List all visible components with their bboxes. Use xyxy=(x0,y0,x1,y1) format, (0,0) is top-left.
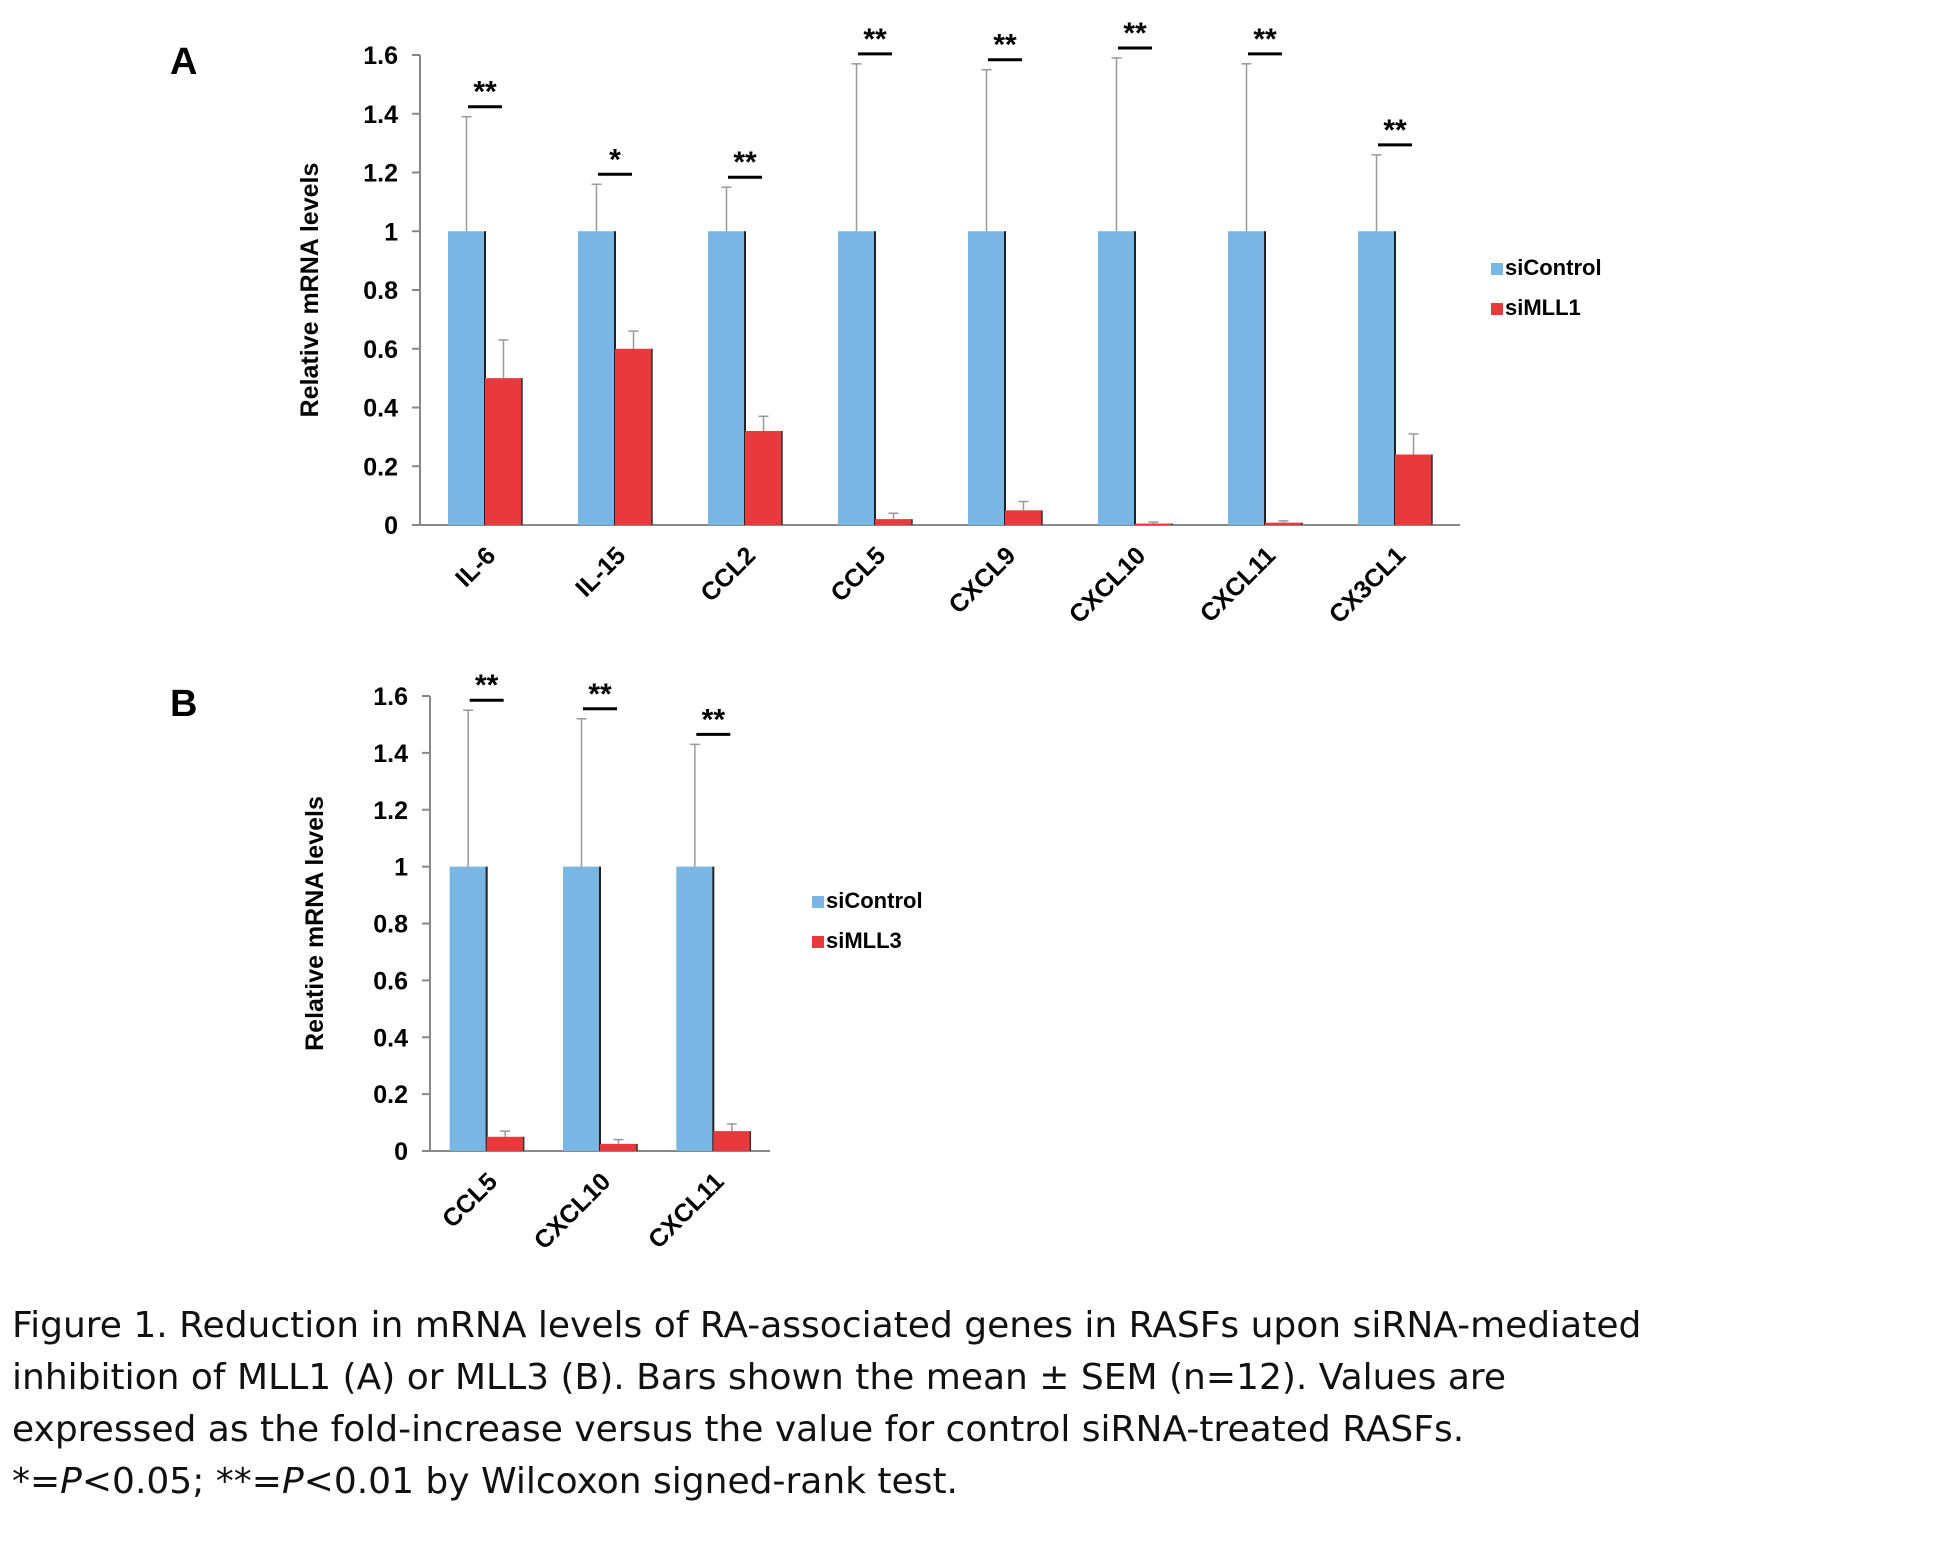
chart-a-y-tick-label: 0.2 xyxy=(363,453,398,481)
chart-a-y-tick-label: 1.4 xyxy=(363,101,398,129)
chart-b-bar-siControl xyxy=(676,866,714,1151)
chart-a-significance-mark: ** xyxy=(1253,23,1277,56)
chart-a-category-label: CXCL9 xyxy=(943,541,1021,619)
chart-a-bar-siMLL1 xyxy=(485,378,522,525)
chart-b-y-axis-label: Relative mRNA levels xyxy=(301,796,329,1051)
chart-a-category-label: CCL5 xyxy=(825,541,891,607)
chart-a-bar-siMLL1 xyxy=(875,519,912,525)
chart-a-y-axis-label: Relative mRNA levels xyxy=(296,163,324,418)
chart-b-category-label: CXCL10 xyxy=(529,1167,617,1255)
chart-b-y-tick-label: 1.4 xyxy=(373,740,408,768)
chart-a-bar-siControl xyxy=(448,231,485,525)
chart-a-bar-siMLL1 xyxy=(1265,522,1302,525)
caption-method: <0.01 by Wilcoxon signed-rank test. xyxy=(303,1461,958,1502)
chart-b-y-tick-label: 0.2 xyxy=(373,1081,408,1109)
chart-a-y-tick-label: 0.4 xyxy=(363,395,398,423)
chart-a-bar-siMLL1 xyxy=(615,348,652,525)
panel-b-label: B xyxy=(170,683,197,725)
chart-a-significance-mark: ** xyxy=(1383,114,1407,147)
chart-a-bar-siControl xyxy=(968,231,1005,525)
chart-a-bar-siControl xyxy=(1358,231,1395,525)
chart-a-significance-mark: * xyxy=(609,143,621,176)
caption-line-3: expressed as the fold-increase versus th… xyxy=(12,1409,1465,1450)
chart-a-bar-siMLL1 xyxy=(745,431,782,525)
chart-a-category-label: IL-15 xyxy=(570,541,631,602)
chart-b-y-tick-label: 1.2 xyxy=(373,797,408,825)
chart-b: 0 0.2 0.4 0.6 0.8 1 1.2 1.4 1.6 Relative mRNA lev… xyxy=(301,669,923,1255)
caption-sig-2: <0.05; **= xyxy=(81,1461,282,1502)
chart-b-bar-siMLL3 xyxy=(600,1143,637,1151)
chart-a-category-label: CXCL11 xyxy=(1195,541,1282,628)
chart-a-significance-mark: ** xyxy=(733,146,757,179)
caption-p-2: P xyxy=(281,1461,304,1502)
chart-a-bar-siControl xyxy=(578,231,615,525)
chart-a-bar-siMLL1 xyxy=(1005,510,1042,525)
chart-b-y-tick-label: 0.4 xyxy=(373,1024,408,1052)
chart-a-bar-siControl xyxy=(1228,231,1265,525)
caption-line-4: *=P<0.05; **=P<0.01 by Wilcoxon signed-r… xyxy=(12,1456,1942,1508)
chart-a-bar-siControl xyxy=(1098,231,1135,525)
chart-b-bar-siMLL3 xyxy=(486,1136,524,1151)
chart-b-bar-siControl xyxy=(563,866,600,1151)
chart-a-legend-swatch xyxy=(1491,303,1503,315)
chart-a-significance-mark: ** xyxy=(993,29,1017,62)
chart-a-y-tick-label: 1 xyxy=(384,218,398,246)
caption-sig-1: *= xyxy=(12,1461,61,1502)
chart-b-legend-swatch xyxy=(812,896,824,908)
chart-b-y-tick-label: 0.8 xyxy=(373,911,408,939)
chart-b-y-tick-label: 0 xyxy=(394,1138,408,1166)
chart-a-legend-label: siControl xyxy=(1505,255,1602,280)
chart-a-significance-mark: ** xyxy=(473,76,497,109)
chart-a-bar-siMLL1 xyxy=(1135,523,1172,525)
chart-a-significance-mark: ** xyxy=(863,23,887,56)
chart-a-category-label: IL-6 xyxy=(450,541,501,592)
chart-b-legend-label: siMLL3 xyxy=(826,928,902,953)
chart-b-legend-swatch xyxy=(812,936,824,948)
chart-a-y-tick-label: 1.6 xyxy=(363,42,398,70)
chart-a-bar-siMLL1 xyxy=(1395,454,1432,525)
chart-b-bar-siMLL3 xyxy=(713,1131,751,1151)
chart-b-y-tick-label: 1.6 xyxy=(373,683,408,711)
chart-a-legend-swatch xyxy=(1491,263,1503,275)
chart-b-bar-siControl xyxy=(449,866,487,1151)
chart-a-y-tick-label: 1.2 xyxy=(363,160,398,188)
chart-a-category-label: CCL2 xyxy=(695,541,761,607)
figure: A B 0 0.2 0.4 0.6 0.8 1 1.2 1.4 1.6 Relative mRNA… xyxy=(170,17,1602,1255)
caption-line-1: Figure 1. Reduction in mRNA levels of RA… xyxy=(12,1305,1642,1346)
chart-b-significance-mark: ** xyxy=(702,703,726,736)
figure-caption: Figure 1. Reduction in mRNA levels of RA… xyxy=(12,1300,1942,1508)
chart-a-y-tick-label: 0.8 xyxy=(363,277,398,305)
chart-a-bar-siControl xyxy=(838,231,875,525)
chart-b-category-label: CCL5 xyxy=(437,1167,503,1233)
chart-a-category-label: CX3CL1 xyxy=(1324,541,1412,629)
chart-a: 0 0.2 0.4 0.6 0.8 1 1.2 1.4 1.6 Relative mRNA lev… xyxy=(296,17,1602,629)
chart-b-legend-label: siControl xyxy=(826,888,923,913)
chart-a-significance-mark: ** xyxy=(1123,17,1147,50)
caption-line-2: inhibition of MLL1 (A) or MLL3 (B). Bars… xyxy=(12,1357,1507,1398)
chart-b-y-tick-label: 0.6 xyxy=(373,967,408,995)
chart-a-bar-siControl xyxy=(708,231,745,525)
panel-a-label: A xyxy=(170,41,197,83)
chart-a-y-tick-label: 0.6 xyxy=(363,336,398,364)
chart-b-significance-mark: ** xyxy=(588,678,612,711)
chart-b-y-tick-label: 1 xyxy=(394,854,408,882)
chart-b-category-label: CXCL11 xyxy=(643,1167,730,1254)
chart-a-y-tick-label: 0 xyxy=(384,512,398,540)
chart-a-category-label: CXCL10 xyxy=(1064,541,1152,629)
caption-p-1: P xyxy=(60,1461,82,1502)
chart-a-legend-label: siMLL1 xyxy=(1505,295,1581,320)
chart-b-significance-mark: ** xyxy=(475,669,499,702)
